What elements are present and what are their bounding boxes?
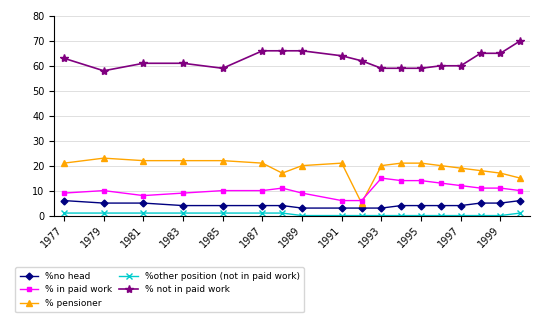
% not in paid work <box>418 66 424 70</box>
% pensioner <box>140 159 147 163</box>
% pensioner <box>398 161 405 165</box>
% pensioner <box>438 164 444 167</box>
% not in paid work <box>378 66 385 70</box>
% pensioner <box>299 164 305 167</box>
%no head <box>497 201 504 205</box>
% in paid work <box>517 189 524 192</box>
% in paid work <box>101 189 107 192</box>
% not in paid work <box>279 49 286 53</box>
% not in paid work <box>398 66 405 70</box>
% pensioner <box>477 169 484 172</box>
% in paid work <box>259 189 266 192</box>
% pensioner <box>180 159 186 163</box>
%other position (not in paid work) <box>358 214 365 217</box>
%other position (not in paid work) <box>339 214 345 217</box>
% pensioner <box>378 164 385 167</box>
%no head <box>378 206 385 210</box>
%other position (not in paid work) <box>279 211 286 215</box>
% not in paid work <box>438 64 444 68</box>
%no head <box>101 201 107 205</box>
% pensioner <box>339 161 345 165</box>
% not in paid work <box>458 64 464 68</box>
%other position (not in paid work) <box>140 211 147 215</box>
%no head <box>180 204 186 208</box>
%no head <box>418 204 424 208</box>
%no head <box>259 204 266 208</box>
%other position (not in paid work) <box>101 211 107 215</box>
%no head <box>398 204 405 208</box>
%other position (not in paid work) <box>458 214 464 217</box>
% in paid work <box>140 194 147 197</box>
% not in paid work <box>180 61 186 65</box>
%no head <box>140 201 147 205</box>
% not in paid work <box>358 59 365 63</box>
% in paid work <box>339 199 345 203</box>
% not in paid work <box>517 39 524 43</box>
% in paid work <box>180 191 186 195</box>
%other position (not in paid work) <box>398 214 405 217</box>
%other position (not in paid work) <box>180 211 186 215</box>
%other position (not in paid work) <box>259 211 266 215</box>
Line: % in paid work: % in paid work <box>62 176 523 203</box>
Legend: %no head, % in paid work, % pensioner, %other position (not in paid work), % not: %no head, % in paid work, % pensioner, %… <box>15 268 304 313</box>
% pensioner <box>101 156 107 160</box>
% pensioner <box>517 176 524 180</box>
%no head <box>279 204 286 208</box>
%other position (not in paid work) <box>438 214 444 217</box>
% in paid work <box>378 176 385 180</box>
%other position (not in paid work) <box>418 214 424 217</box>
% pensioner <box>418 161 424 165</box>
% in paid work <box>497 186 504 190</box>
Line: %other position (not in paid work): %other position (not in paid work) <box>61 210 524 219</box>
% in paid work <box>418 179 424 183</box>
%no head <box>61 199 67 203</box>
% not in paid work <box>339 54 345 58</box>
% pensioner <box>279 171 286 175</box>
% in paid work <box>477 186 484 190</box>
% pensioner <box>259 161 266 165</box>
% not in paid work <box>299 49 305 53</box>
% pensioner <box>497 171 504 175</box>
% not in paid work <box>61 56 67 60</box>
%other position (not in paid work) <box>61 211 67 215</box>
% pensioner <box>358 201 365 205</box>
%other position (not in paid work) <box>299 214 305 217</box>
% in paid work <box>299 191 305 195</box>
Line: %no head: %no head <box>62 198 523 210</box>
%no head <box>477 201 484 205</box>
% not in paid work <box>497 51 504 55</box>
%no head <box>458 204 464 208</box>
% not in paid work <box>259 49 266 53</box>
% in paid work <box>358 199 365 203</box>
% not in paid work <box>220 66 226 70</box>
%no head <box>299 206 305 210</box>
% in paid work <box>279 186 286 190</box>
% pensioner <box>61 161 67 165</box>
%other position (not in paid work) <box>477 214 484 217</box>
% in paid work <box>61 191 67 195</box>
Line: % pensioner: % pensioner <box>61 155 523 206</box>
%no head <box>438 204 444 208</box>
% in paid work <box>220 189 226 192</box>
% in paid work <box>438 181 444 185</box>
%other position (not in paid work) <box>220 211 226 215</box>
% not in paid work <box>101 69 107 73</box>
%no head <box>358 206 365 210</box>
Line: % not in paid work: % not in paid work <box>60 37 524 75</box>
% pensioner <box>458 166 464 170</box>
%no head <box>220 204 226 208</box>
%other position (not in paid work) <box>497 214 504 217</box>
% in paid work <box>398 179 405 183</box>
% not in paid work <box>140 61 147 65</box>
%other position (not in paid work) <box>378 214 385 217</box>
% not in paid work <box>477 51 484 55</box>
%no head <box>339 206 345 210</box>
%no head <box>517 199 524 203</box>
% pensioner <box>220 159 226 163</box>
% in paid work <box>458 184 464 188</box>
%other position (not in paid work) <box>517 211 524 215</box>
